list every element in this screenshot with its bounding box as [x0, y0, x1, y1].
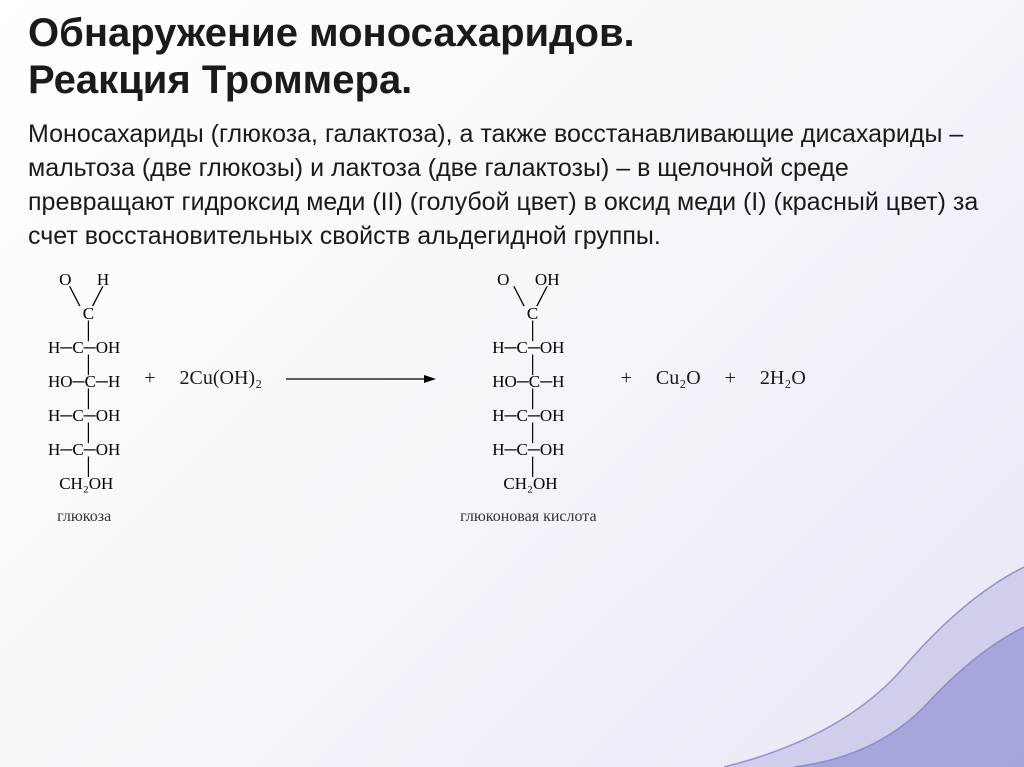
product-structure: O OH ╲ ╱ C │ H─C─OH │ HO─C─H │ H─C─OH │ … [492, 271, 564, 492]
reactant-label: глюкоза [57, 508, 111, 526]
byproduct-1: Cu₂O [656, 367, 701, 390]
byproduct-2: 2H₂O [760, 367, 806, 390]
plus-sign-1: + [144, 367, 155, 390]
reagent-text: 2Cu(OH)₂ [180, 367, 263, 390]
title-line2: Реакция Троммера. [28, 58, 412, 102]
slide-body: Моносахариды (глюкоза, галактоза), а так… [28, 118, 996, 253]
plus-sign-3: + [725, 367, 736, 390]
corner-decoration [604, 487, 1024, 767]
title-line1: Обнаружение моносахаридов. [28, 11, 635, 55]
product-label: глюконовая кислота [460, 508, 597, 526]
product-molecule: O OH ╲ ╱ C │ H─C─OH │ HO─C─H │ H─C─OH │ … [460, 271, 597, 526]
reaction-arrow [286, 373, 436, 385]
reactant-molecule: O H ╲ ╱ C │ H─C─OH │ HO─C─H │ H─C─OH │ H… [48, 271, 120, 526]
slide-title: Обнаружение моносахаридов. Реакция Тромм… [28, 10, 996, 104]
plus-sign-2: + [621, 367, 632, 390]
reactant-structure: O H ╲ ╱ C │ H─C─OH │ HO─C─H │ H─C─OH │ H… [48, 271, 120, 492]
reaction-scheme: O H ╲ ╱ C │ H─C─OH │ HO─C─H │ H─C─OH │ H… [28, 271, 996, 526]
